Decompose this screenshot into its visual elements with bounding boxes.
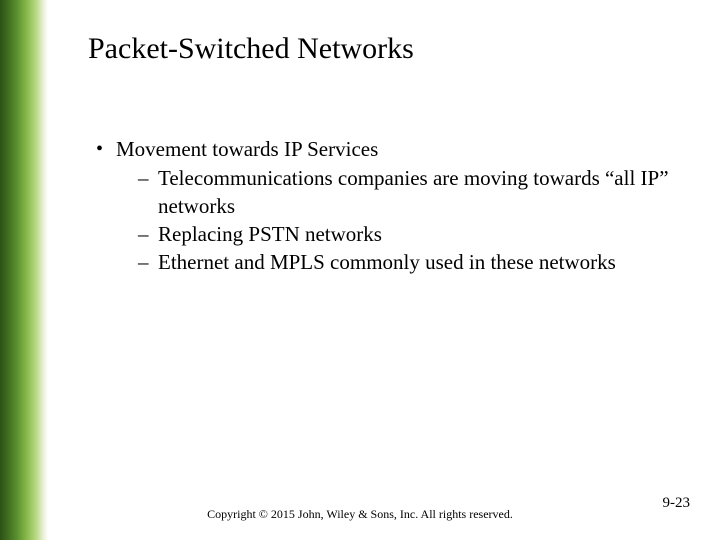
slide-title: Packet-Switched Networks [88,32,700,66]
sub-item-text: Ethernet and MPLS commonly used in these… [158,250,616,274]
copyright-footer: Copyright © 2015 John, Wiley & Sons, Inc… [0,507,720,522]
main-bullet-list: Movement towards IP Services Telecommuni… [88,136,700,276]
gradient-sidebar [0,0,48,540]
bullet-level2: Telecommunications companies are moving … [116,165,700,220]
bullet-level2: Replacing PSTN networks [116,221,700,248]
sub-item-text: Telecommunications companies are moving … [158,166,669,217]
bullet-level2: Ethernet and MPLS commonly used in these… [116,249,700,276]
slide-content: Packet-Switched Networks Movement toward… [88,32,700,277]
sub-bullet-list: Telecommunications companies are moving … [116,165,700,276]
page-number: 9-23 [663,495,691,512]
bullet-level1: Movement towards IP Services Telecommuni… [88,136,700,276]
sub-item-text: Replacing PSTN networks [158,222,382,246]
bullet-main-text: Movement towards IP Services [116,137,378,161]
